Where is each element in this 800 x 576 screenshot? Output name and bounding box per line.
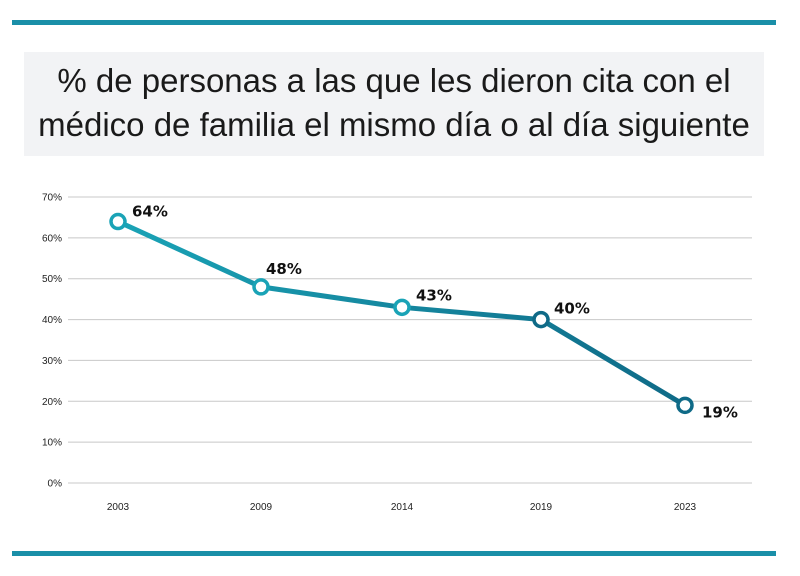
- x-tick-label: 2003: [107, 502, 130, 513]
- data-point-2009: [252, 278, 270, 296]
- data-point-2003: [109, 212, 127, 231]
- y-tick-label: 30%: [42, 356, 62, 367]
- x-tick-label: 2019: [530, 502, 553, 513]
- data-label-2019: 40%: [554, 300, 590, 318]
- chart-title-line-1: % de personas a las que les dieron cita …: [57, 62, 731, 99]
- y-tick-label: 50%: [42, 274, 62, 285]
- data-label-2023: 19%: [702, 403, 738, 421]
- x-tick-label: 2014: [391, 502, 414, 513]
- data-label-2014: 43%: [416, 286, 452, 304]
- y-tick-label: 70%: [42, 193, 62, 204]
- data-point-2023: [676, 396, 694, 415]
- top-rule: [12, 20, 776, 25]
- chart-title: % de personas a las que les dieron cita …: [24, 52, 764, 156]
- gridlines: [68, 196, 752, 484]
- data-label-2003: 64%: [132, 203, 168, 221]
- series: [109, 212, 694, 415]
- data-point-2014: [393, 298, 411, 317]
- x-axis: 2003 2009 2014 2019 2023: [107, 502, 697, 513]
- y-tick-label: 20%: [42, 397, 62, 408]
- y-tick-label: 0%: [48, 479, 63, 490]
- bottom-rule: [12, 551, 776, 556]
- y-tick-label: 10%: [42, 438, 62, 449]
- x-tick-label: 2009: [250, 502, 273, 513]
- x-tick-label: 2023: [674, 502, 697, 513]
- chart-title-line-2: médico de familia el mismo día o al día …: [38, 106, 750, 143]
- y-tick-label: 40%: [42, 315, 62, 326]
- y-axis: 0% 10% 20% 30% 40% 50% 60% 70%: [42, 193, 62, 490]
- y-tick-label: 60%: [42, 233, 62, 244]
- data-labels: 64% 48% 43% 40% 19%: [132, 203, 738, 422]
- data-label-2009: 48%: [266, 260, 302, 278]
- data-point-2019: [532, 310, 550, 329]
